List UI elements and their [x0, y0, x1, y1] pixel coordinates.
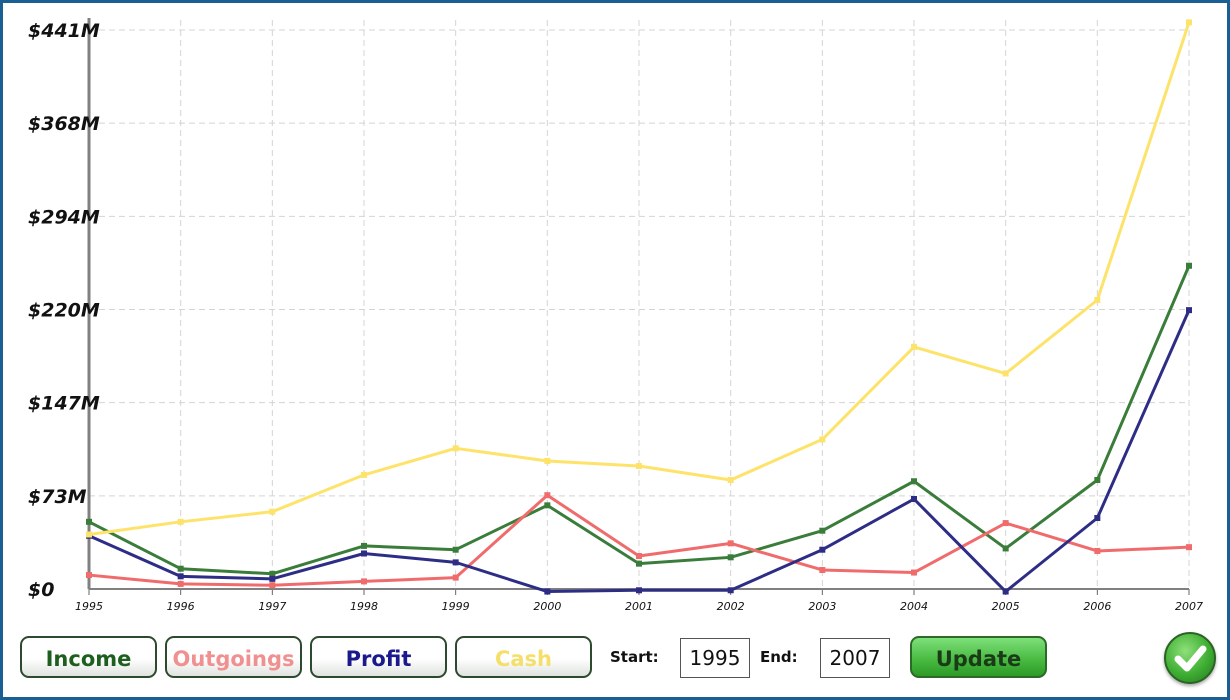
- outgoings-data-point: [269, 582, 276, 589]
- profit-button[interactable]: Profit: [310, 636, 447, 678]
- cash-data-point: [1094, 296, 1101, 303]
- cash-data-point: [636, 463, 642, 470]
- y-tick-label: $368M: [28, 113, 100, 135]
- income-data-point: [361, 542, 367, 549]
- income-data-point: [86, 518, 92, 525]
- cash-data-point: [269, 508, 276, 515]
- outgoings-button[interactable]: Outgoings: [165, 636, 302, 678]
- end-year-input[interactable]: [820, 638, 890, 678]
- y-tick-label: $147M: [28, 393, 100, 415]
- outgoings-data-point: [452, 574, 459, 581]
- y-tick-label: $441M: [28, 20, 100, 42]
- cash-data-point: [1002, 370, 1009, 377]
- income-button[interactable]: Income: [20, 636, 157, 678]
- x-tick-label: 1996: [167, 600, 195, 613]
- profit-data-point: [269, 575, 276, 582]
- y-tick-label: $220M: [28, 300, 100, 322]
- income-data-point: [269, 570, 276, 577]
- profit-data-point: [177, 573, 184, 580]
- chart-grid: [89, 20, 1190, 589]
- x-axis-ticks: 1995 1996 1997 1998 1999 2000 2001 2002 2003 2004…: [75, 600, 1203, 613]
- outgoings-data-point: [177, 580, 184, 587]
- outgoings-data-point: [636, 553, 642, 560]
- cash-data-point: [177, 518, 184, 525]
- start-label: Start:: [610, 648, 659, 666]
- cash-data-point: [544, 457, 551, 464]
- cash-series-line: [88, 21, 1191, 536]
- x-tick-label: 2005: [992, 600, 1020, 613]
- end-label: End:: [760, 648, 798, 666]
- profit-data-point: [1094, 515, 1101, 522]
- income-data-point: [727, 554, 734, 561]
- income-data-point: [544, 502, 551, 509]
- y-tick-label: $0: [28, 579, 54, 601]
- checkmark-icon: [1174, 645, 1207, 672]
- income-data-point: [177, 565, 184, 572]
- profit-data-point: [1186, 307, 1192, 314]
- profit-data-point: [727, 587, 734, 594]
- income-data-point: [636, 560, 642, 567]
- x-tick-label: 1995: [75, 600, 103, 613]
- outgoings-data-point: [361, 578, 367, 585]
- y-tick-label: $294M: [28, 206, 100, 228]
- x-tick-label: 2007: [1175, 600, 1203, 613]
- cash-data-point: [361, 471, 367, 478]
- chart-series: [86, 19, 1192, 595]
- x-tick-label: 2006: [1083, 600, 1111, 613]
- profit-data-point: [819, 546, 826, 553]
- income-data-point: [819, 527, 826, 534]
- outgoings-data-point: [727, 540, 734, 547]
- outgoings-data-point: [819, 566, 826, 573]
- profit-data-point: [911, 496, 917, 503]
- y-axis-ticks: $0 $73M $147M $220M $294M $368M $441M: [28, 20, 100, 601]
- profit-data-point: [361, 550, 367, 557]
- profit-data-point: [636, 587, 642, 594]
- x-tick-label: 1999: [442, 600, 470, 613]
- income-data-point: [1094, 476, 1101, 483]
- cash-data-point: [86, 531, 92, 538]
- profit-data-point: [452, 559, 459, 566]
- income-data-point: [1002, 545, 1009, 552]
- line-chart: $0 $73M $147M $220M $294M $368M $441M 1995 1996…: [28, 18, 1203, 613]
- cash-data-point: [1186, 19, 1192, 26]
- outgoings-data-point: [1094, 547, 1101, 554]
- update-button[interactable]: Update: [910, 636, 1047, 678]
- outgoings-data-point: [1186, 544, 1192, 551]
- profit-data-point: [1002, 588, 1009, 595]
- income-data-point: [452, 546, 459, 553]
- start-year-input[interactable]: [680, 638, 750, 678]
- x-tick-label: 2001: [625, 600, 653, 613]
- outgoings-data-point: [86, 572, 92, 579]
- profit-data-point: [544, 588, 551, 595]
- cash-data-point: [452, 445, 459, 452]
- x-tick-label: 2003: [808, 600, 836, 613]
- cash-data-point: [819, 436, 826, 443]
- x-tick-label: 1997: [258, 600, 286, 613]
- cash-data-point: [727, 476, 734, 483]
- outgoings-data-point: [1002, 520, 1009, 527]
- x-tick-label: 2000: [533, 600, 561, 613]
- cash-data-point: [911, 343, 917, 350]
- income-data-point: [911, 478, 917, 485]
- x-tick-label: 2002: [717, 600, 745, 613]
- outgoings-data-point: [544, 492, 551, 499]
- income-data-point: [1186, 262, 1192, 269]
- confirm-button[interactable]: [1164, 632, 1216, 684]
- x-tick-label: 2004: [900, 600, 928, 613]
- cash-button[interactable]: Cash: [455, 636, 592, 678]
- outgoings-data-point: [911, 569, 917, 576]
- y-tick-label: $73M: [28, 486, 87, 508]
- x-tick-label: 1998: [350, 600, 378, 613]
